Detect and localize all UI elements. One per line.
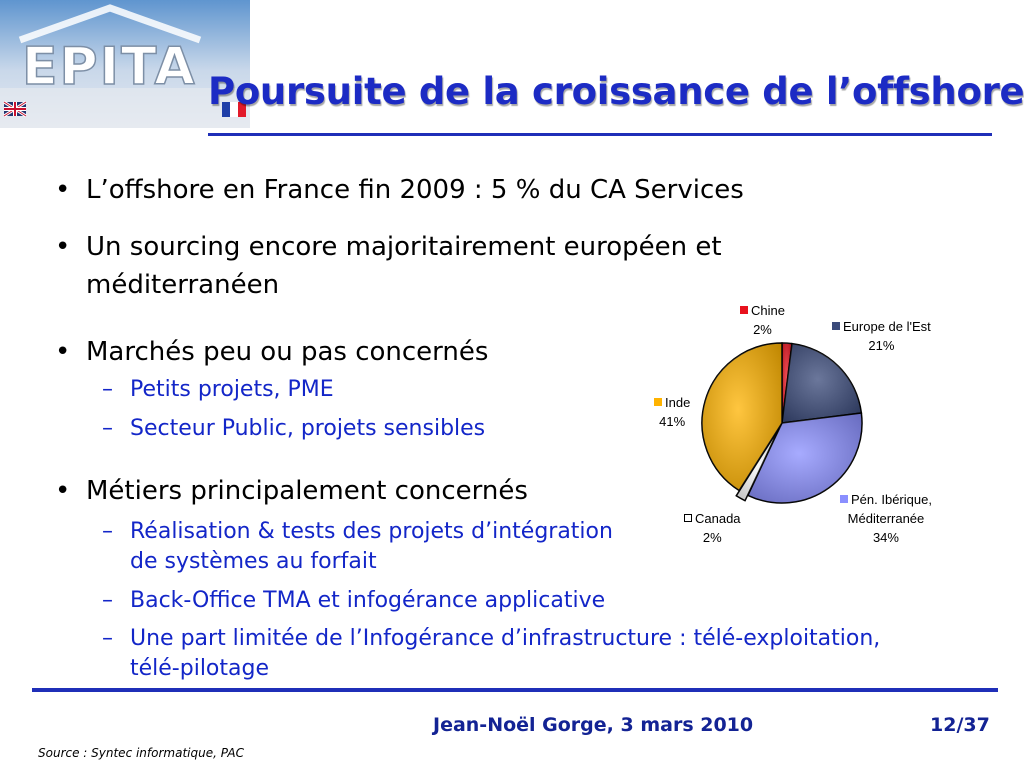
- bullet-text: L’offshore en France fin 2009 : 5 % du C…: [86, 175, 744, 205]
- uk-flag-icon: [3, 100, 27, 118]
- pie-label-inde-name: Inde: [665, 395, 691, 410]
- slide-title: Poursuite de la croissance de l’offshore: [208, 70, 1024, 113]
- subbullet-text: Une part limitée de l’Infogérance d’infr…: [130, 626, 881, 651]
- pie-label-iberique-value: 34%: [872, 530, 899, 545]
- subbullet-text: Secteur Public, projets sensibles: [130, 416, 486, 441]
- bullet-sourcing-continued: méditerranéen: [86, 270, 279, 301]
- bullet-offshore: • L’offshore en France fin 2009 : 5 % du…: [55, 175, 744, 206]
- epita-logo: EPITA: [0, 0, 250, 128]
- offshore-pie-chart: [701, 342, 863, 504]
- subbullet-text: télé-pilotage: [130, 656, 270, 681]
- bullet-marches: • Marchés peu ou pas concernés: [55, 337, 489, 368]
- subbullet-marker: –: [102, 377, 113, 402]
- pie-label-chine-value: 2%: [753, 322, 772, 337]
- pie-slice-shading: [736, 428, 780, 501]
- pie-label-chine: Chine 2%: [740, 301, 785, 339]
- subbullet-marker: –: [102, 626, 113, 651]
- pie-slice-shading: [782, 343, 862, 423]
- subbullet-infogerance: – Une part limitée de l’Infogérance d’in…: [102, 625, 881, 652]
- bullet-metiers: • Métiers principalement concernés: [55, 476, 528, 507]
- pie-label-peninsule-iberique: Pén. Ibérique, Méditerranée 34%: [840, 490, 932, 547]
- subbullet-marker: –: [102, 416, 113, 441]
- pie-label-europe-est: Europe de l'Est 21%: [832, 317, 931, 355]
- pie-label-inde-value: 41%: [659, 414, 686, 429]
- subbullet-realisation: – Réalisation & tests des projets d’inté…: [102, 518, 613, 545]
- subbullet-text: Petits projets, PME: [130, 377, 334, 402]
- bullet-marker: •: [55, 232, 71, 262]
- legend-swatch-chine: [740, 306, 748, 314]
- subbullet-realisation-continued: de systèmes au forfait: [130, 548, 377, 575]
- title-divider: [208, 133, 992, 136]
- bullet-marker: •: [55, 476, 71, 506]
- footer-author: Jean-Noël Gorge, 3 mars 2010: [433, 714, 754, 736]
- pie-label-canada-name: Canada: [695, 511, 741, 526]
- pie-label-chine-name: Chine: [751, 303, 785, 318]
- pie-label-canada-value: 2%: [702, 530, 722, 545]
- pie-label-europe-est-name: Europe de l'Est: [843, 319, 931, 334]
- pie-label-canada: Canada 2%: [684, 509, 741, 547]
- footer-divider: [32, 688, 998, 692]
- subbullet-text: Réalisation & tests des projets d’intégr…: [130, 519, 613, 544]
- pie-slice-shading: [702, 343, 782, 491]
- subbullet-text: Back-Office TMA et infogérance applicati…: [130, 588, 606, 613]
- bullet-marker: •: [55, 337, 71, 367]
- subbullet-back-office: – Back-Office TMA et infogérance applica…: [102, 587, 606, 614]
- subbullet-secteur-public: – Secteur Public, projets sensibles: [102, 415, 486, 442]
- pie-label-europe-est-value: 21%: [868, 338, 895, 353]
- legend-swatch-canada: [684, 514, 692, 522]
- pie-label-inde: Inde 41%: [654, 393, 690, 431]
- bullet-text: Marchés peu ou pas concernés: [86, 337, 489, 367]
- bullet-sourcing: • Un sourcing encore majoritairement eur…: [55, 232, 722, 263]
- bullet-text: Un sourcing encore majoritairement europ…: [86, 232, 722, 262]
- subbullet-marker: –: [102, 519, 113, 544]
- pie-label-iberique-line2: Méditerranée: [847, 511, 925, 526]
- source-note: Source : Syntec informatique, PAC: [38, 746, 244, 760]
- pie-label-iberique-line1: Pén. Ibérique,: [851, 492, 932, 507]
- french-flag-icon: [222, 102, 246, 117]
- page-number: 12/37: [930, 714, 990, 736]
- legend-swatch-europe-est: [832, 322, 840, 330]
- legend-swatch-peninsule-iberique: [840, 495, 848, 503]
- subbullet-petits-projets: – Petits projets, PME: [102, 376, 334, 403]
- bullet-text: Métiers principalement concernés: [86, 476, 528, 506]
- bullet-marker: •: [55, 175, 71, 205]
- subbullet-text: de systèmes au forfait: [130, 549, 377, 574]
- legend-swatch-inde: [654, 398, 662, 406]
- logo-text: EPITA: [22, 37, 197, 97]
- subbullet-marker: –: [102, 588, 113, 613]
- bullet-text: méditerranéen: [86, 270, 280, 300]
- subbullet-infogerance-continued: télé-pilotage: [130, 655, 269, 682]
